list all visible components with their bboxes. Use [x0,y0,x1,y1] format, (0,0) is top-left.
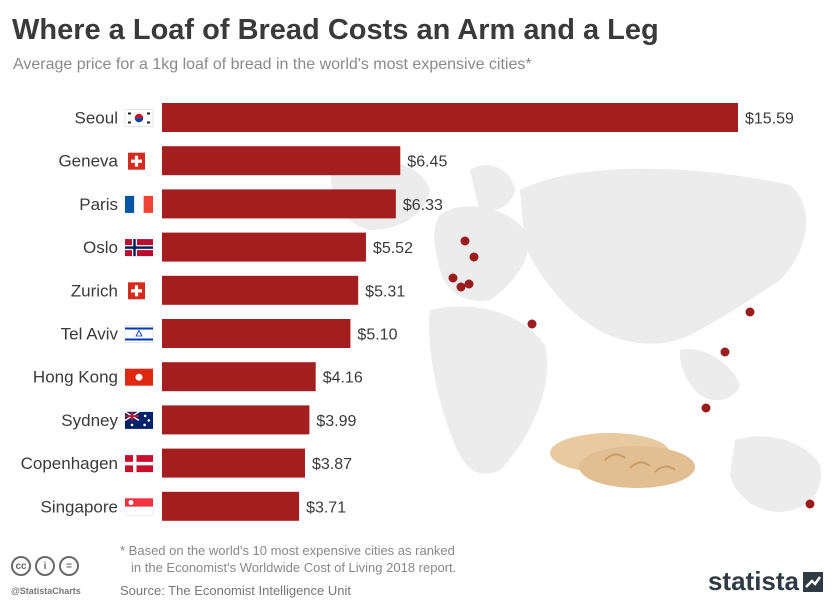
world-map-background [330,158,821,512]
bar-row: Oslo $5.52 [83,232,413,262]
bar [162,146,401,176]
map-australia [730,436,821,512]
bar-row: Singapore $3.71 [40,491,346,521]
brand-name: statista [707,566,799,596]
map-dot-geneva [464,279,474,289]
bar-row: Paris $6.33 [79,189,443,219]
category-label: Singapore [40,497,118,516]
value-label: $6.45 [407,154,447,171]
bar [162,232,366,262]
bar [162,362,316,392]
australia-flag-icon [124,411,153,429]
map-dot-sydney [805,499,815,509]
france-flag-icon [125,195,153,214]
map-dot-tel-aviv [527,319,537,329]
attribution-icon: i [35,556,55,576]
bar-row: Hong Kong $4.16 [33,362,363,392]
switzerland-flag-icon [128,282,145,300]
map-dot-seoul [745,307,755,317]
value-label: $5.10 [357,327,397,344]
bar [162,491,300,521]
map-dot-zurich [456,282,466,292]
bars: Seoul $15.59 Geneva $6.45 Paris $6.33 Oslo $5.5… [21,103,794,521]
value-label: $6.33 [403,197,443,214]
singapore-flag-icon [124,498,154,516]
value-label: $15.59 [745,111,794,128]
map-asia [520,168,807,344]
statista-logo: statista [708,566,823,597]
bar [162,319,351,348]
map-africa [429,306,548,474]
switzerland-flag-icon [128,152,145,170]
cc-icon: cc [11,556,31,576]
bar [162,275,359,305]
category-label: Tel Aviv [61,325,119,344]
footnote: * Based on the world's 10 most expensive… [120,542,456,576]
statista-logo-icon [803,571,823,592]
bar [162,103,738,132]
bar-row: Seoul $15.59 [75,103,794,132]
chart-subtitle: Average price for a 1kg loaf of bread in… [13,56,532,73]
source: Source: The Economist Intelligence Unit [120,583,351,598]
category-label: Sydney [61,411,118,430]
category-label: Paris [79,195,118,214]
category-label: Oslo [83,238,118,257]
bar-row: Zurich $5.31 [71,275,405,305]
map-dot-paris [448,273,458,283]
category-label: Seoul [75,109,118,128]
map-dot-singapore [701,403,711,413]
city-dots [448,236,815,509]
south-korea-flag-icon [124,109,154,127]
value-label: $3.99 [316,413,356,430]
bar [162,189,396,219]
no-derivatives-icon: = [59,556,79,576]
map-europe [434,206,529,301]
map-southeast-asia [679,349,740,401]
value-label: $3.71 [306,499,346,516]
footnote-line-2: in the Economist's Worldwide Cost of Liv… [131,560,457,575]
value-label: $5.31 [365,283,405,300]
map-dot-copenhagen [469,252,479,262]
bread-illustration [550,433,695,488]
category-label: Geneva [58,152,118,171]
category-label: Zurich [71,281,118,300]
denmark-flag-icon [125,455,153,473]
category-label: Copenhagen [21,454,118,473]
chart-title: Where a Loaf of Bread Costs an Arm and a… [12,14,659,46]
map-dot-hong-kong [720,347,730,357]
bar-row: Copenhagen $3.87 [21,448,352,478]
map-scandinavia [470,165,515,210]
bar [162,448,305,478]
statista-handle: @StatistaCharts [11,586,81,596]
value-label: $5.52 [373,240,413,257]
category-label: Hong Kong [33,368,118,387]
bar-row: Sydney $3.99 [61,405,357,435]
map-dot-oslo [460,236,470,246]
bar-row: Tel Aviv $5.10 [61,319,398,348]
footnote-line-1: * Based on the world's 10 most expensive… [120,543,455,558]
value-label: $3.87 [312,456,352,473]
bar [162,405,310,435]
value-label: $4.16 [323,370,363,387]
norway-flag-icon [125,239,153,257]
license-icons: cc i = [11,556,79,576]
bar-row: Geneva $6.45 [58,146,447,176]
hong-kong-flag-icon [125,368,153,386]
israel-flag-icon [124,325,154,343]
